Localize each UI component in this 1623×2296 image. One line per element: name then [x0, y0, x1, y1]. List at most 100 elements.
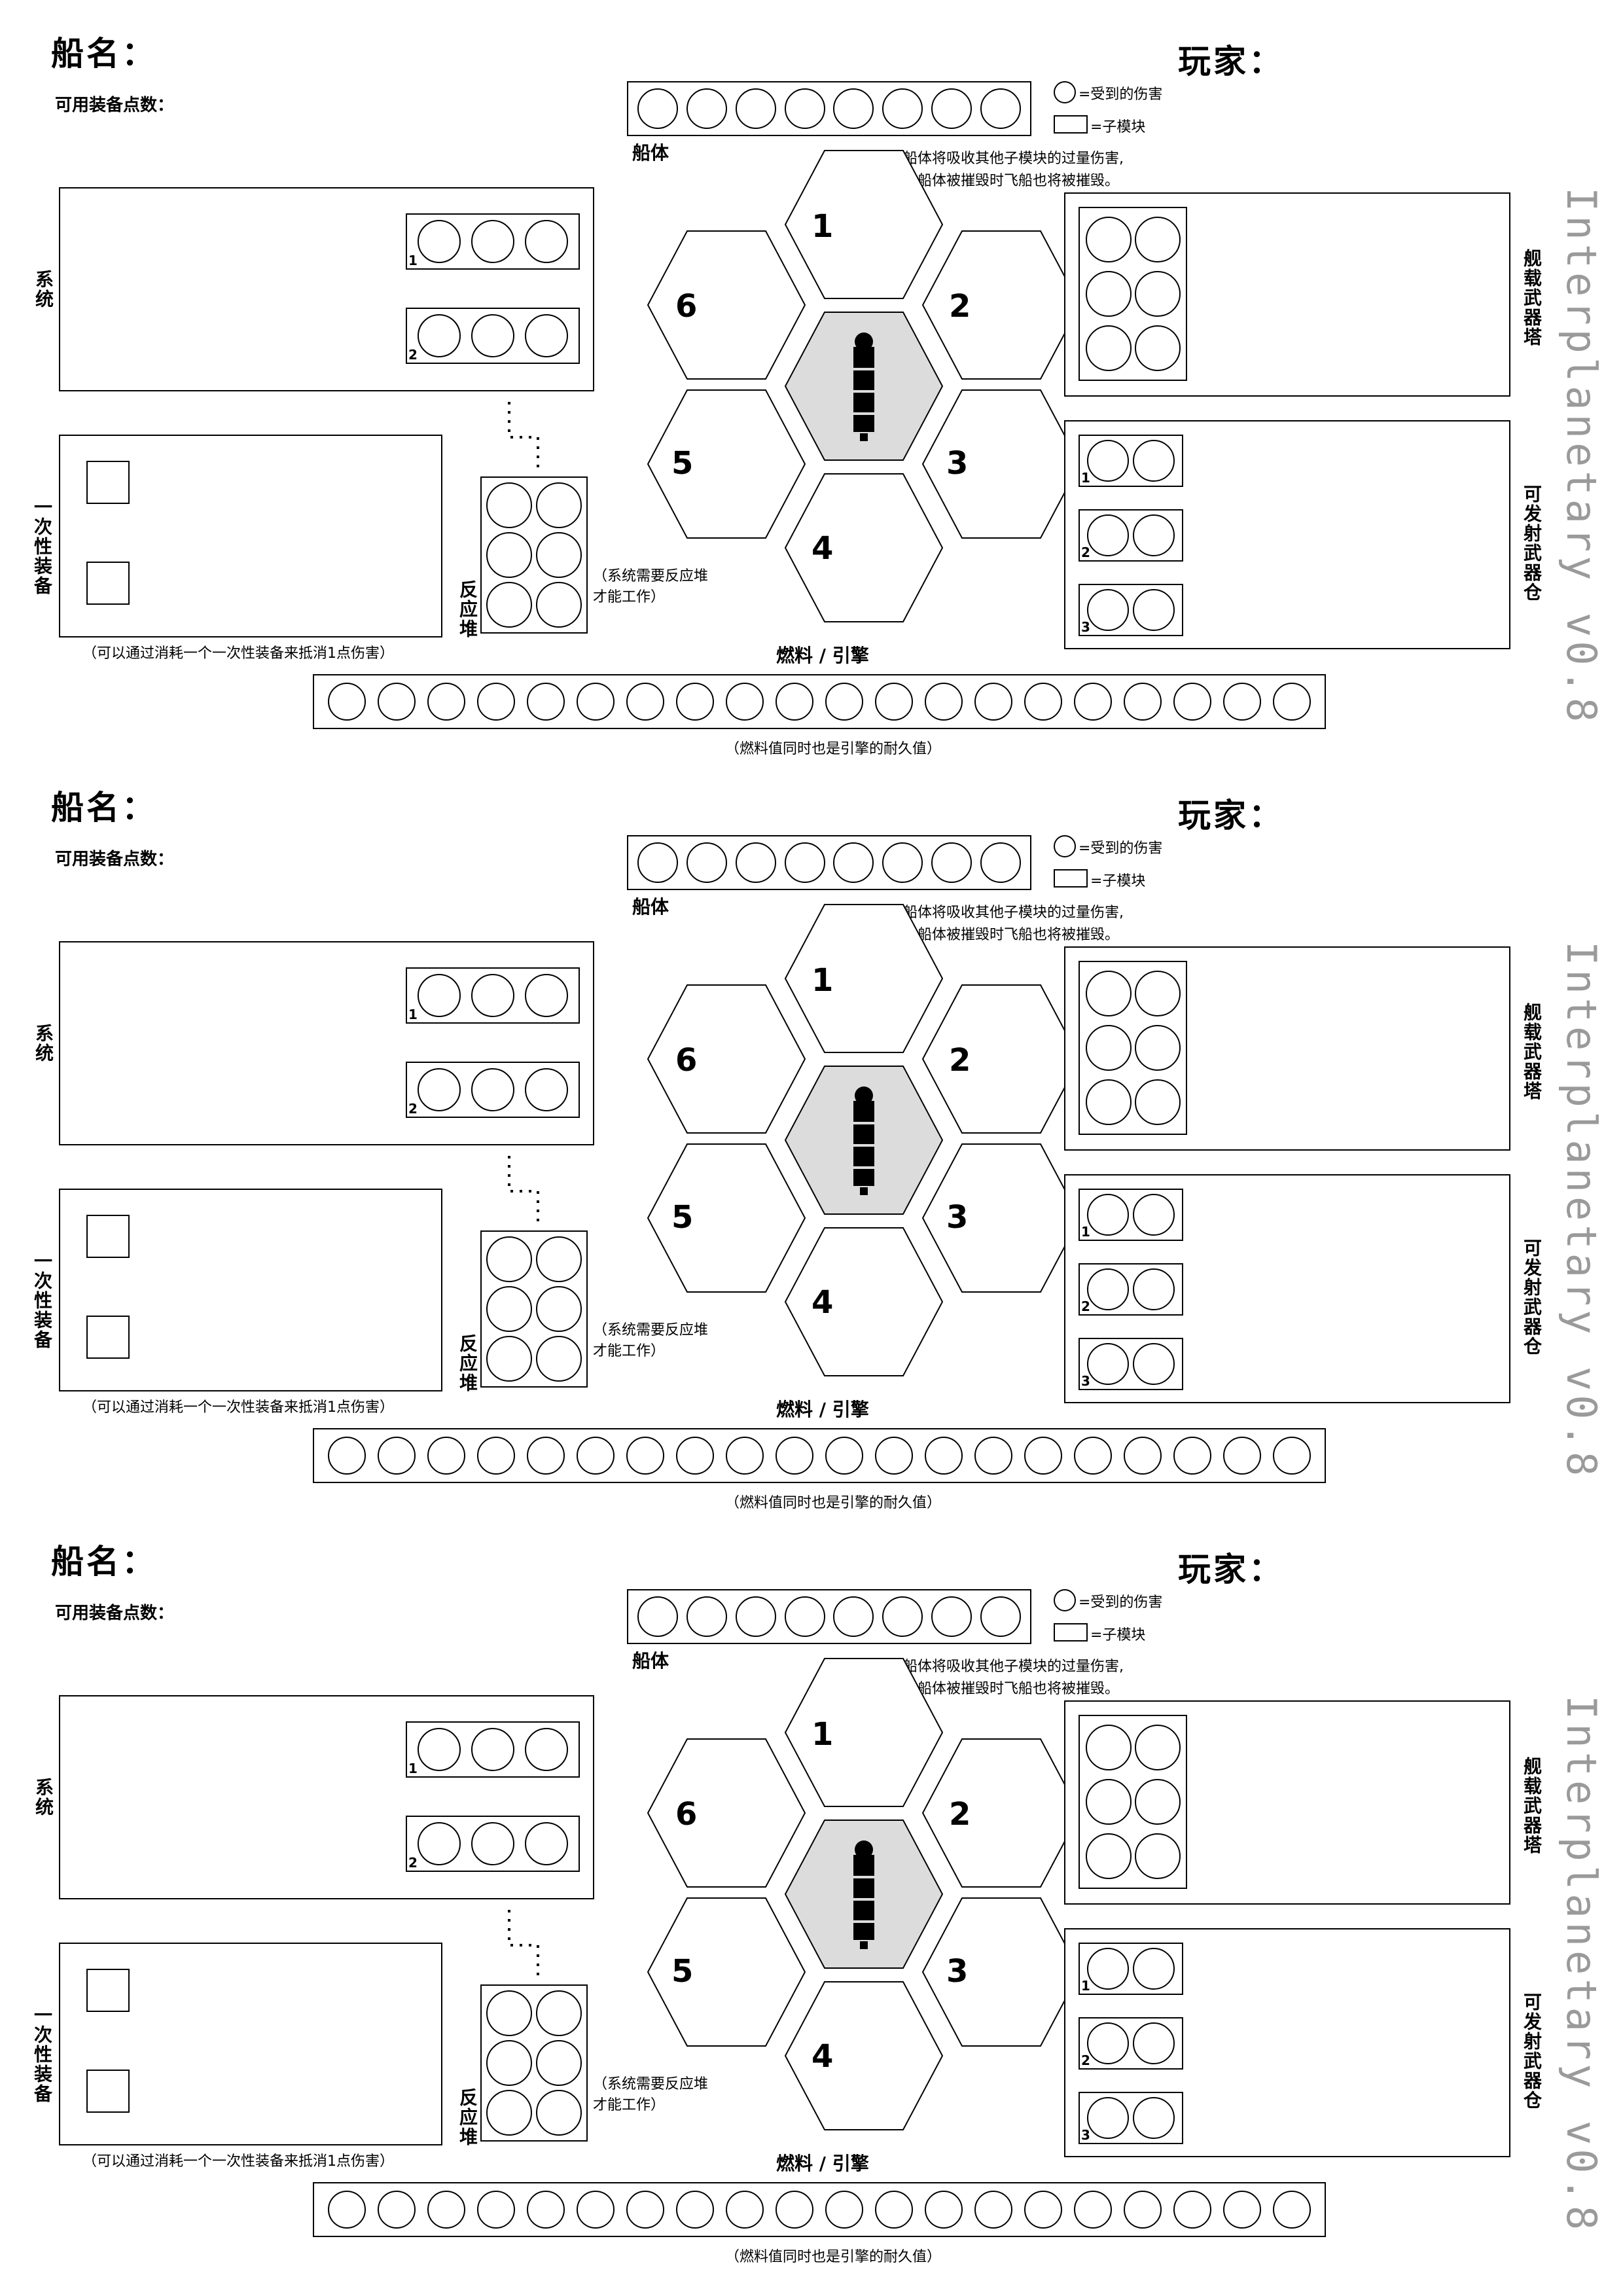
damage-circle[interactable]	[1134, 325, 1181, 372]
damage-circle[interactable]	[1134, 1833, 1181, 1880]
damage-circle[interactable]	[1024, 2191, 1062, 2229]
damage-circle[interactable]	[1074, 683, 1112, 721]
damage-circle[interactable]	[676, 1437, 714, 1475]
damage-circle[interactable]	[486, 582, 532, 628]
damage-circle[interactable]	[1133, 589, 1175, 631]
damage-circle[interactable]	[833, 88, 874, 129]
damage-circle[interactable]	[471, 1822, 514, 1865]
damage-circle[interactable]	[486, 1990, 532, 2036]
damage-circle[interactable]	[1024, 683, 1062, 721]
damage-circle[interactable]	[687, 88, 728, 129]
damage-circle[interactable]	[974, 2191, 1012, 2229]
damage-circle[interactable]	[687, 842, 728, 883]
damage-circle[interactable]	[477, 2191, 515, 2229]
damage-circle[interactable]	[1124, 1437, 1162, 1475]
damage-circle[interactable]	[536, 482, 582, 528]
damage-circle[interactable]	[471, 1728, 514, 1771]
damage-circle[interactable]	[536, 1990, 582, 2036]
damage-circle[interactable]	[931, 1596, 972, 1637]
damage-circle[interactable]	[1087, 1948, 1129, 1990]
damage-circle[interactable]	[1085, 216, 1132, 262]
damage-circle[interactable]	[980, 842, 1021, 883]
damage-circle[interactable]	[471, 1068, 514, 1111]
damage-circle[interactable]	[974, 683, 1012, 721]
damage-circle[interactable]	[418, 974, 461, 1017]
damage-circle[interactable]	[776, 1437, 813, 1475]
damage-circle[interactable]	[378, 1437, 416, 1475]
damage-circle[interactable]	[525, 314, 568, 357]
damage-circle[interactable]	[527, 2191, 565, 2229]
damage-circle[interactable]	[1133, 1194, 1175, 1236]
damage-circle[interactable]	[1173, 1437, 1211, 1475]
damage-circle[interactable]	[1085, 270, 1132, 317]
damage-circle[interactable]	[875, 2191, 913, 2229]
damage-circle[interactable]	[637, 88, 679, 129]
damage-circle[interactable]	[784, 88, 825, 129]
damage-circle[interactable]	[825, 1437, 863, 1475]
damage-circle[interactable]	[974, 1437, 1012, 1475]
damage-circle[interactable]	[1124, 683, 1162, 721]
damage-circle[interactable]	[931, 842, 972, 883]
damage-circle[interactable]	[486, 532, 532, 578]
damage-circle[interactable]	[418, 220, 461, 263]
damage-circle[interactable]	[1134, 1778, 1181, 1825]
damage-circle[interactable]	[486, 1286, 532, 1332]
damage-circle[interactable]	[1074, 1437, 1112, 1475]
damage-circle[interactable]	[471, 314, 514, 357]
damage-circle[interactable]	[1273, 683, 1311, 721]
damage-circle[interactable]	[626, 1437, 664, 1475]
damage-circle[interactable]	[875, 683, 913, 721]
damage-circle[interactable]	[1087, 1343, 1129, 1385]
damage-circle[interactable]	[637, 842, 679, 883]
damage-circle[interactable]	[637, 1596, 679, 1637]
damage-circle[interactable]	[471, 220, 514, 263]
damage-circle[interactable]	[1134, 270, 1181, 317]
damage-circle[interactable]	[328, 2191, 366, 2229]
damage-circle[interactable]	[931, 88, 972, 129]
damage-circle[interactable]	[1173, 683, 1211, 721]
damage-circle[interactable]	[784, 1596, 825, 1637]
damage-circle[interactable]	[1134, 1724, 1181, 1770]
damage-circle[interactable]	[1087, 1194, 1129, 1236]
damage-circle[interactable]	[477, 683, 515, 721]
damage-circle[interactable]	[833, 842, 874, 883]
damage-circle[interactable]	[1133, 1343, 1175, 1385]
damage-circle[interactable]	[486, 1336, 532, 1382]
damage-circle[interactable]	[525, 1068, 568, 1111]
damage-circle[interactable]	[1134, 1024, 1181, 1071]
damage-circle[interactable]	[776, 683, 813, 721]
damage-circle[interactable]	[925, 683, 963, 721]
damage-circle[interactable]	[1173, 2191, 1211, 2229]
damage-circle[interactable]	[784, 842, 825, 883]
damage-circle[interactable]	[1087, 440, 1129, 482]
damage-circle[interactable]	[735, 1596, 776, 1637]
damage-circle[interactable]	[1085, 1833, 1132, 1880]
damage-circle[interactable]	[477, 1437, 515, 1475]
damage-circle[interactable]	[525, 1822, 568, 1865]
damage-circle[interactable]	[536, 2090, 582, 2136]
damage-circle[interactable]	[525, 220, 568, 263]
damage-circle[interactable]	[735, 842, 776, 883]
damage-circle[interactable]	[726, 1437, 764, 1475]
damage-circle[interactable]	[577, 2191, 615, 2229]
damage-circle[interactable]	[1133, 440, 1175, 482]
damage-circle[interactable]	[1133, 514, 1175, 556]
damage-circle[interactable]	[536, 532, 582, 578]
damage-circle[interactable]	[1223, 2191, 1261, 2229]
damage-circle[interactable]	[1124, 2191, 1162, 2229]
damage-circle[interactable]	[1133, 2097, 1175, 2139]
damage-circle[interactable]	[1085, 1724, 1132, 1770]
damage-circle[interactable]	[1085, 325, 1132, 372]
damage-circle[interactable]	[577, 1437, 615, 1475]
damage-circle[interactable]	[676, 2191, 714, 2229]
damage-circle[interactable]	[980, 88, 1021, 129]
damage-circle[interactable]	[726, 2191, 764, 2229]
damage-circle[interactable]	[527, 1437, 565, 1475]
damage-circle[interactable]	[1273, 2191, 1311, 2229]
damage-circle[interactable]	[882, 1596, 923, 1637]
damage-circle[interactable]	[418, 314, 461, 357]
damage-circle[interactable]	[833, 1596, 874, 1637]
damage-circle[interactable]	[527, 683, 565, 721]
damage-circle[interactable]	[536, 1236, 582, 1282]
damage-circle[interactable]	[925, 1437, 963, 1475]
